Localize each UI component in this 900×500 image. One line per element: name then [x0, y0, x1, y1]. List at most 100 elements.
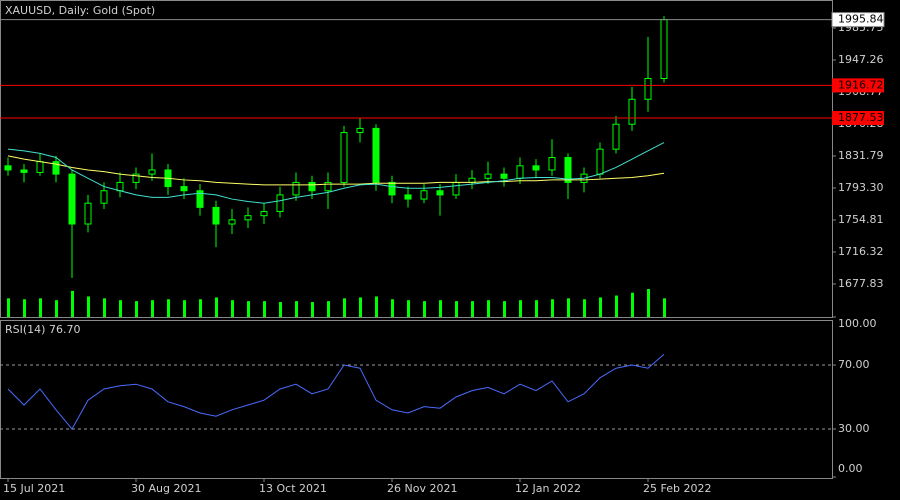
volume-bar [455, 301, 458, 317]
bid-box [831, 12, 885, 28]
candle-body [260, 211, 268, 217]
candle-body [4, 165, 12, 171]
x-tick-label: 30 Aug 2021 [131, 482, 201, 495]
volume-bar [359, 297, 362, 317]
x-tick-label: 12 Jan 2022 [515, 482, 581, 495]
candle-body [212, 206, 220, 225]
y-tick-label: 100.00 [838, 317, 877, 330]
x-tick-label: 25 Feb 2022 [643, 482, 711, 495]
volume-bar [199, 299, 202, 317]
y-tick-label: 1831.79 [838, 149, 884, 162]
chart-title: XAUUSD, Daily: Gold (Spot) [5, 4, 155, 17]
candle-body [628, 98, 636, 125]
volume-bar [487, 300, 490, 317]
candle-body [660, 19, 668, 80]
volume-bar [583, 299, 586, 317]
volume-bar [391, 299, 394, 317]
price-panel [0, 0, 833, 318]
rsi-title: RSI(14) 76.70 [5, 323, 80, 336]
volume-bar [71, 290, 74, 317]
candle-body [52, 161, 60, 175]
volume-bar [103, 298, 106, 317]
level-label: 1877.53 [838, 111, 884, 124]
candle-body [20, 169, 28, 173]
volume-bar [663, 298, 666, 317]
y-tick-label: 1793.30 [838, 181, 884, 194]
volume-bar [7, 298, 10, 317]
candle-body [452, 181, 460, 196]
volume-bar [135, 301, 138, 317]
volume-bar [551, 299, 554, 317]
moving-average [7, 155, 665, 186]
candle-body [308, 181, 316, 192]
volume-bar [311, 302, 314, 317]
candle-body [340, 132, 348, 183]
y-tick-label: 1716.32 [838, 245, 884, 258]
candle-body [596, 148, 604, 175]
volume-bar [343, 298, 346, 317]
candle-body [36, 161, 44, 173]
y-tick-label: 0.00 [838, 462, 863, 475]
candle-body [484, 173, 492, 179]
candle-body [564, 156, 572, 183]
volume-bar [151, 300, 154, 317]
volume-bar [279, 302, 282, 317]
y-tick-label: 30.00 [838, 422, 870, 435]
candle-body [100, 190, 108, 204]
volume-bar [87, 296, 90, 317]
y-tick-label: 1677.83 [838, 277, 884, 290]
candle-body [196, 190, 204, 208]
candle-body [132, 173, 140, 183]
volume-bar [119, 300, 122, 317]
y-tick-label: 1754.81 [838, 213, 884, 226]
moving-average [7, 142, 665, 204]
candle-body [116, 181, 124, 192]
level-box [832, 78, 884, 93]
volume-bar [647, 289, 650, 317]
volume-bar [327, 301, 330, 317]
volume-bar [263, 301, 266, 317]
volume-bar [295, 301, 298, 317]
x-tick-label: 15 Jul 2021 [3, 482, 65, 495]
bid-label: 1995.84 [838, 13, 884, 26]
candle-body [276, 194, 284, 213]
candle-body [404, 194, 412, 200]
candle-body [228, 219, 236, 225]
volume-bar [407, 300, 410, 317]
volume-bar [503, 301, 506, 317]
volume-bar [567, 298, 570, 317]
volume-bar [215, 297, 218, 317]
candle-body [420, 190, 428, 200]
candle-body [516, 165, 524, 179]
volume-bar [599, 297, 602, 317]
volume-bar [615, 295, 618, 317]
volume-bar [471, 301, 474, 317]
candle-body [436, 190, 444, 196]
volume-bar [167, 299, 170, 317]
candle-body [644, 78, 652, 100]
candle-body [468, 177, 476, 183]
volume-bar [231, 300, 234, 317]
candle-body [180, 186, 188, 192]
candle-body [548, 156, 556, 171]
candle-body [372, 127, 380, 183]
volume-bar [423, 301, 426, 317]
candle-body [68, 173, 76, 225]
candle-body [292, 181, 300, 196]
volume-bar [439, 300, 442, 317]
volume-bar [23, 299, 26, 317]
y-tick-label: 70.00 [838, 358, 870, 371]
x-tick-label: 26 Nov 2021 [387, 482, 457, 495]
volume-bar [183, 300, 186, 317]
level-box [832, 110, 884, 125]
x-tick-label: 13 Oct 2021 [259, 482, 327, 495]
rsi-panel [0, 320, 833, 479]
candle-body [84, 202, 92, 225]
volume-bar [55, 300, 58, 317]
candle-body [532, 165, 540, 171]
volume-bar [39, 298, 42, 317]
rsi-line [7, 353, 665, 430]
candle-body [356, 127, 364, 134]
level-label: 1916.72 [838, 78, 884, 91]
candle-body [500, 173, 508, 179]
